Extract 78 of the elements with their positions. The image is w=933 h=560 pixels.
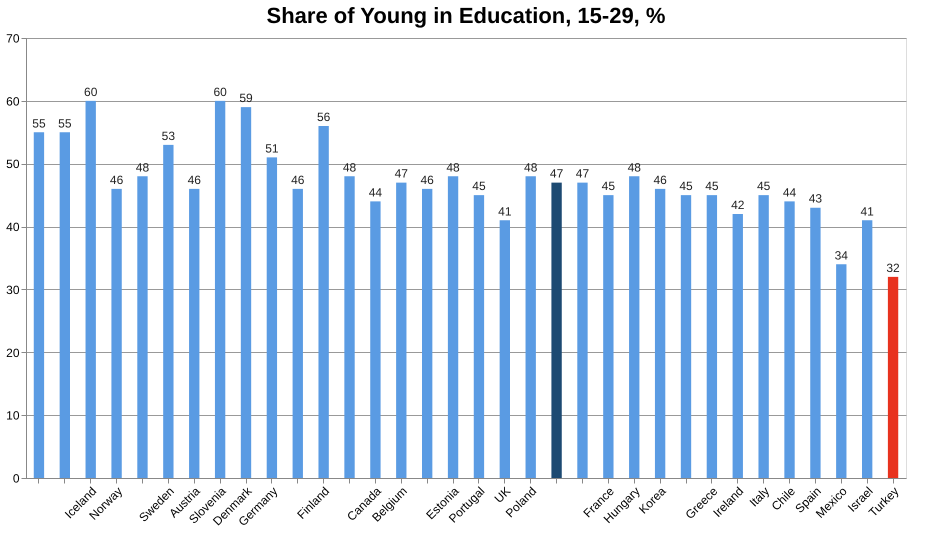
x-tick-label: Italy bbox=[746, 484, 772, 510]
data-label: 45 bbox=[602, 179, 616, 194]
y-tick-label: 60 bbox=[6, 94, 20, 108]
data-label: 46 bbox=[188, 172, 202, 187]
data-label: 34 bbox=[834, 248, 848, 262]
y-tick-label: 40 bbox=[6, 220, 20, 234]
bar bbox=[448, 176, 458, 478]
bar bbox=[680, 195, 692, 478]
bar bbox=[706, 195, 718, 478]
data-label: 51 bbox=[265, 141, 279, 156]
data-label: 55 bbox=[58, 116, 72, 130]
y-tick-label: 0 bbox=[12, 472, 20, 486]
data-label: 44 bbox=[368, 185, 382, 200]
bar bbox=[111, 188, 122, 478]
data-label: 32 bbox=[886, 260, 900, 275]
data-label: 60 bbox=[84, 84, 98, 99]
bar bbox=[214, 100, 226, 478]
data-label: 48 bbox=[136, 160, 150, 174]
data-label: 48 bbox=[342, 160, 357, 174]
bar bbox=[60, 132, 70, 478]
data-label: 46 bbox=[420, 172, 434, 187]
data-label: 48 bbox=[628, 160, 642, 174]
y-tick-label: 50 bbox=[6, 157, 20, 172]
data-label: 45 bbox=[679, 179, 693, 194]
data-label: 47 bbox=[576, 166, 590, 181]
data-label: 41 bbox=[498, 204, 512, 218]
bar bbox=[862, 220, 872, 478]
data-label: 46 bbox=[653, 172, 668, 187]
y-tick-label: 70 bbox=[6, 32, 20, 46]
bar bbox=[888, 276, 898, 478]
data-label: 48 bbox=[524, 160, 538, 174]
chart-title: Share of Young in Education, 15-29, % bbox=[266, 3, 666, 28]
bar bbox=[344, 176, 355, 478]
data-label: 59 bbox=[239, 91, 253, 106]
bar bbox=[34, 132, 44, 478]
bar bbox=[318, 126, 329, 478]
bar bbox=[266, 157, 278, 478]
y-tick-label: 30 bbox=[6, 282, 20, 297]
bar bbox=[629, 176, 640, 478]
y-tick-label: 20 bbox=[6, 346, 20, 360]
data-label: 41 bbox=[860, 204, 874, 218]
bar bbox=[577, 182, 588, 478]
data-label: 48 bbox=[446, 160, 460, 174]
data-label: 55 bbox=[32, 116, 46, 130]
data-label: 44 bbox=[782, 185, 797, 200]
bar bbox=[810, 208, 821, 478]
data-label: 47 bbox=[394, 166, 408, 181]
bar bbox=[654, 188, 666, 478]
bar bbox=[292, 188, 303, 478]
data-label: 45 bbox=[756, 179, 771, 194]
data-label: 45 bbox=[472, 179, 486, 194]
data-label: 60 bbox=[213, 84, 228, 99]
bar bbox=[370, 201, 381, 478]
bar bbox=[422, 188, 432, 478]
bar bbox=[526, 176, 536, 478]
bar bbox=[163, 144, 174, 478]
data-label: 45 bbox=[705, 179, 719, 194]
bar bbox=[836, 264, 846, 478]
bar bbox=[137, 176, 148, 478]
y-tick-label: 10 bbox=[6, 408, 20, 423]
data-label: 46 bbox=[291, 172, 305, 187]
bar bbox=[758, 195, 769, 478]
data-label: 42 bbox=[731, 198, 745, 212]
bar bbox=[603, 195, 614, 478]
bar bbox=[240, 107, 252, 478]
bar bbox=[551, 182, 562, 478]
data-label: 46 bbox=[110, 172, 124, 187]
bar bbox=[86, 100, 96, 478]
data-label: 43 bbox=[808, 192, 822, 206]
bar bbox=[474, 195, 484, 478]
data-label: 56 bbox=[316, 110, 331, 124]
bar bbox=[189, 188, 200, 478]
data-label: 47 bbox=[550, 166, 564, 181]
data-label: 53 bbox=[162, 128, 176, 143]
bar bbox=[732, 214, 743, 478]
bar bbox=[500, 220, 510, 478]
bar bbox=[784, 201, 795, 478]
bar bbox=[396, 182, 406, 478]
